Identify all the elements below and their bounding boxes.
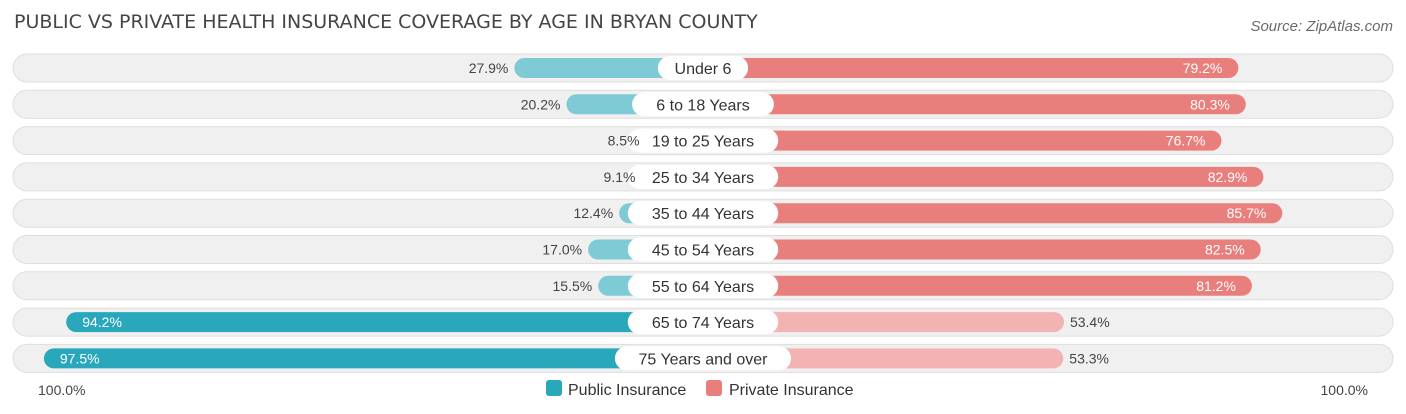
legend-label-public: Public Insurance xyxy=(568,382,686,399)
public-value-label: 12.4% xyxy=(573,205,613,221)
category-label: 45 to 54 Years xyxy=(652,243,754,260)
private-bar xyxy=(703,275,1252,296)
category-label: 75 Years and over xyxy=(639,351,769,368)
public-value-label: 20.2% xyxy=(521,96,561,112)
legend-swatch-private xyxy=(706,380,722,396)
public-value-label: 27.9% xyxy=(469,60,509,76)
private-bar xyxy=(703,94,1246,115)
private-value-label: 80.3% xyxy=(1190,96,1230,112)
category-pill xyxy=(614,346,792,371)
category-label: 55 to 64 Years xyxy=(652,279,754,296)
public-value-label: 15.5% xyxy=(553,278,593,294)
bar-row: 65 to 74 Years 94.2% 53.4% xyxy=(12,307,1394,337)
bar-row: Under 6 27.9% 79.2% xyxy=(12,53,1394,83)
bar-row: 6 to 18 Years 20.2% 80.3% xyxy=(12,89,1394,119)
bar-row: 75 Years and over 97.5% 53.3% xyxy=(12,343,1394,373)
private-value-label: 53.3% xyxy=(1069,350,1109,366)
public-bar xyxy=(66,312,703,333)
category-pill xyxy=(627,201,779,226)
category-label: 25 to 34 Years xyxy=(652,170,754,187)
public-value-label: 8.5% xyxy=(608,133,640,149)
private-value-label: 81.2% xyxy=(1196,278,1236,294)
chart-legend: Public Insurance Private Insurance xyxy=(546,380,854,399)
private-bar xyxy=(703,239,1261,260)
bar-row: 35 to 44 Years 12.4% 85.7% xyxy=(12,198,1394,228)
category-pill xyxy=(627,164,779,189)
category-pill xyxy=(627,310,779,335)
public-value-label: 17.0% xyxy=(542,242,582,258)
private-bar xyxy=(703,203,1283,224)
bar-row: 55 to 64 Years 15.5% 81.2% xyxy=(12,271,1394,301)
category-label: 65 to 74 Years xyxy=(652,315,754,332)
chart-source: Source: ZipAtlas.com xyxy=(1250,18,1393,35)
private-bar xyxy=(703,312,1064,333)
category-pill xyxy=(657,56,749,80)
category-label: 19 to 25 Years xyxy=(652,134,754,151)
category-label: 35 to 44 Years xyxy=(652,206,754,223)
chart-title: PUBLIC VS PRIVATE HEALTH INSURANCE COVER… xyxy=(14,11,758,33)
category-pill xyxy=(632,92,774,117)
axis-label-left: 100.0% xyxy=(38,382,85,398)
bar-row: 19 to 25 Years 8.5% 76.7% xyxy=(12,126,1394,156)
category-pill xyxy=(627,128,779,153)
public-value-label: 97.5% xyxy=(60,350,100,366)
public-value-label: 9.1% xyxy=(604,169,636,185)
private-value-label: 53.4% xyxy=(1070,314,1110,330)
private-value-label: 82.9% xyxy=(1208,169,1248,185)
private-bar xyxy=(703,58,1239,78)
private-value-label: 76.7% xyxy=(1166,133,1206,149)
private-value-label: 82.5% xyxy=(1205,242,1245,258)
public-value-label: 94.2% xyxy=(82,314,122,330)
private-bar xyxy=(703,348,1064,369)
category-label: Under 6 xyxy=(675,61,732,78)
private-bar xyxy=(703,130,1222,151)
bar-row: 45 to 54 Years 17.0% 82.5% xyxy=(12,235,1394,264)
bar-row: 25 to 34 Years 9.1% 82.9% xyxy=(12,162,1394,192)
category-pill xyxy=(627,237,779,262)
public-bar xyxy=(514,58,703,78)
category-pill xyxy=(627,273,779,298)
axis-label-right: 100.0% xyxy=(1321,382,1368,398)
private-value-label: 79.2% xyxy=(1183,60,1223,76)
bar-rows: Under 6 27.9% 79.2% 6 to 18 Years 20.2% 80.3%… xyxy=(12,53,1394,373)
private-bar xyxy=(703,166,1264,187)
public-bar xyxy=(43,348,703,369)
private-value-label: 85.7% xyxy=(1227,205,1267,221)
legend-label-private: Private Insurance xyxy=(729,382,854,399)
legend-swatch-public xyxy=(546,380,562,396)
category-label: 6 to 18 Years xyxy=(656,97,749,114)
